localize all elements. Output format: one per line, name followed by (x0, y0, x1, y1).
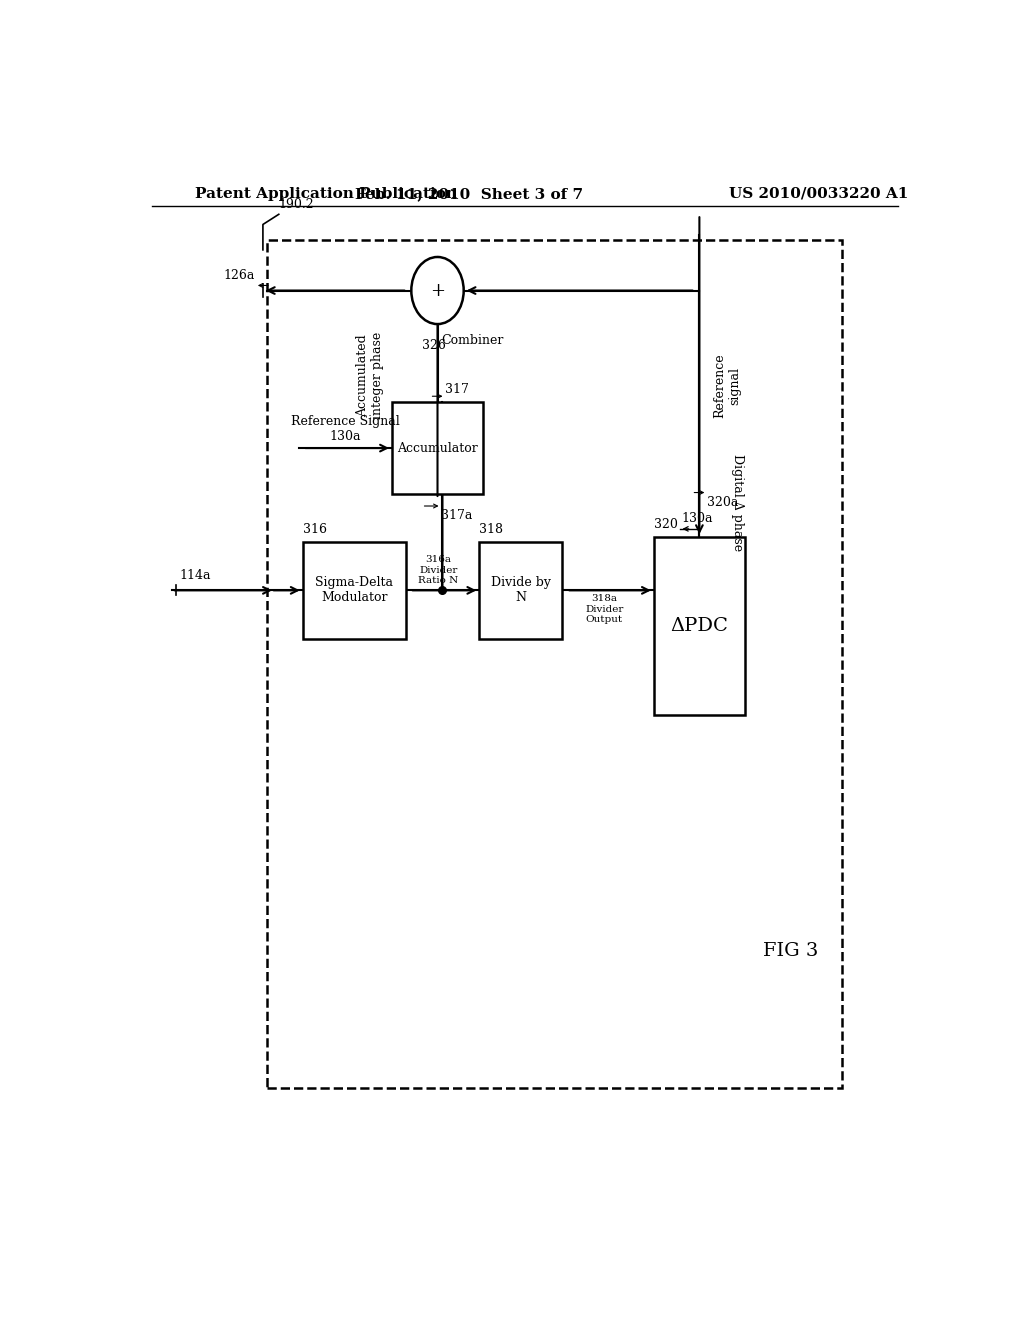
Text: 317: 317 (445, 383, 469, 396)
Bar (303, 543, 406, 639)
Text: Reference
signal: Reference signal (714, 354, 741, 418)
Text: 114a: 114a (179, 569, 211, 582)
Text: Sigma-Delta
Modulator: Sigma-Delta Modulator (315, 577, 393, 605)
Text: 320: 320 (653, 517, 678, 531)
Text: +: + (430, 281, 445, 300)
Text: 317a: 317a (441, 510, 473, 521)
Text: Digital Δ phase: Digital Δ phase (731, 454, 744, 552)
Text: 316a
Divider
Ratio N: 316a Divider Ratio N (419, 556, 459, 585)
Text: Accumulator: Accumulator (397, 442, 478, 454)
Text: 318: 318 (479, 523, 503, 536)
Text: FIG 3: FIG 3 (763, 942, 818, 960)
Text: Reference Signal
130a: Reference Signal 130a (291, 414, 399, 444)
Text: 316: 316 (303, 523, 327, 536)
Text: Combiner: Combiner (441, 334, 504, 347)
Bar (653, 537, 745, 715)
Text: 326: 326 (422, 339, 445, 352)
Text: Divide by
N: Divide by N (490, 577, 551, 605)
Text: ΔPDC: ΔPDC (671, 616, 728, 635)
Text: 190.2: 190.2 (279, 198, 314, 211)
Circle shape (412, 257, 464, 325)
Text: Feb. 11, 2010  Sheet 3 of 7: Feb. 11, 2010 Sheet 3 of 7 (355, 187, 584, 201)
Text: 126a: 126a (223, 269, 255, 282)
Text: Accumulated
integer phase: Accumulated integer phase (356, 331, 384, 418)
Text: 318a
Divider
Output: 318a Divider Output (585, 594, 624, 624)
Text: 130a: 130a (682, 512, 714, 525)
Text: US 2010/0033220 A1: US 2010/0033220 A1 (729, 187, 908, 201)
Bar (392, 403, 483, 494)
Text: Patent Application Publication: Patent Application Publication (196, 187, 458, 201)
Text: 320a: 320a (708, 496, 738, 510)
Bar (267, 240, 842, 1089)
Bar (479, 543, 562, 639)
